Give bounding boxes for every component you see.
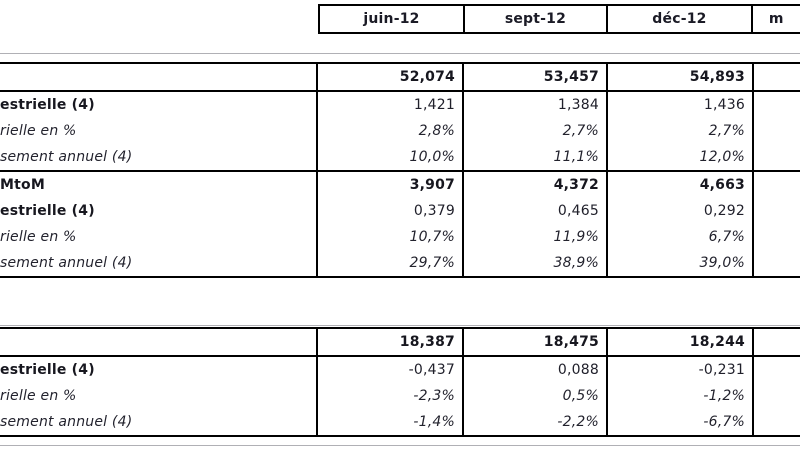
cell-value: 52,074 [399,69,455,85]
cell-value: 3,907 [409,177,455,193]
cell-value-empty [752,409,800,435]
cell-value-empty [752,64,800,90]
column-header-juin-12: juin-12 [363,11,420,27]
cell-value: 6,7% [606,224,752,250]
cell-value: 38,9% [462,250,606,276]
cell-value: 53,457 [462,64,606,90]
cell-value: 2,7% [462,118,606,144]
cell-value: -6,7% [606,409,752,435]
cell-value: 1,436 [606,92,752,118]
table-row: sement annuel (4) -1,4% -2,2% -6,7% [0,409,800,435]
column-header-sept-12: sept-12 [462,6,606,32]
cell-value-empty [752,198,800,224]
column-header-row: juin-12 sept-12 déc-12 m [318,4,800,34]
cell-value: -2,3% [413,388,455,404]
row-label: estrielle (4) [0,357,318,383]
row-label: rielle en % [0,118,318,144]
row-label: sement annuel (4) [0,250,318,276]
table-lower: 18,387 18,475 18,244 estrielle (4) -0,43… [0,327,800,437]
table-row: estrielle (4) -0,437 0,088 -0,231 [0,357,800,383]
cell-value: 1,421 [413,97,455,113]
row-label: estrielle (4) [0,92,318,118]
cell-value-empty [752,92,800,118]
table-row: rielle en % 10,7% 11,9% 6,7% [0,224,800,250]
cell-value: 11,1% [462,144,606,170]
table-row: rielle en % -2,3% 0,5% -1,2% [0,383,800,409]
cell-value-empty [752,144,800,170]
cell-value-empty [752,118,800,144]
cell-value: 4,663 [606,172,752,198]
gridline [0,53,800,54]
table-row: estrielle (4) 0,379 0,465 0,292 [0,198,800,224]
cell-value: 0,292 [606,198,752,224]
row-label: rielle en % [0,224,318,250]
row-label: sement annuel (4) [0,144,318,170]
table-row-mtom-total: MtoM 3,907 4,372 4,663 [0,172,800,198]
cell-value: 0,088 [462,357,606,383]
cell-value: 2,8% [418,123,455,139]
cell-value-empty [752,224,800,250]
cell-value: 4,372 [462,172,606,198]
cell-value: 10,0% [409,149,455,165]
cell-value: -1,2% [606,383,752,409]
cell-value-empty [752,172,800,198]
cell-value: 0,5% [462,383,606,409]
cell-value: 39,0% [606,250,752,276]
row-label: sement annuel (4) [0,409,318,435]
cell-value: -1,4% [413,414,455,430]
gridline [0,325,800,326]
cell-value-empty [752,250,800,276]
row-label: rielle en % [0,383,318,409]
cell-value: 0,465 [462,198,606,224]
column-header-mars-13-cropped: m [750,6,800,32]
cell-value-empty [752,383,800,409]
table-row-total: 52,074 53,457 54,893 [0,64,800,92]
cell-value: -2,2% [462,409,606,435]
row-label: MtoM [0,172,318,198]
cell-value: 54,893 [606,64,752,90]
cell-value: 12,0% [606,144,752,170]
table-upper: 52,074 53,457 54,893 estrielle (4) 1,421… [0,62,800,278]
cell-value: 11,9% [462,224,606,250]
table-row: rielle en % 2,8% 2,7% 2,7% [0,118,800,144]
cell-value: 1,384 [462,92,606,118]
cell-value: 18,475 [462,329,606,355]
cell-value: 18,244 [606,329,752,355]
table-row: estrielle (4) 1,421 1,384 1,436 [0,92,800,118]
cell-value: 29,7% [409,255,455,271]
table-row: sement annuel (4) 29,7% 38,9% 39,0% [0,250,800,276]
cell-value: 0,379 [413,203,455,219]
cell-value: -0,437 [408,362,455,378]
cell-value: -0,231 [606,357,752,383]
cell-value: 18,387 [399,334,455,350]
row-label: estrielle (4) [0,198,318,224]
table-row: sement annuel (4) 10,0% 11,1% 12,0% [0,144,800,172]
table-row-total: 18,387 18,475 18,244 [0,329,800,357]
cell-value-empty [752,329,800,355]
row-label [0,64,318,90]
column-header-dec-12: déc-12 [605,6,751,32]
gridline [0,445,800,446]
cell-value: 2,7% [606,118,752,144]
cell-value-empty [752,357,800,383]
cell-value: 10,7% [409,229,455,245]
row-label [0,329,318,355]
